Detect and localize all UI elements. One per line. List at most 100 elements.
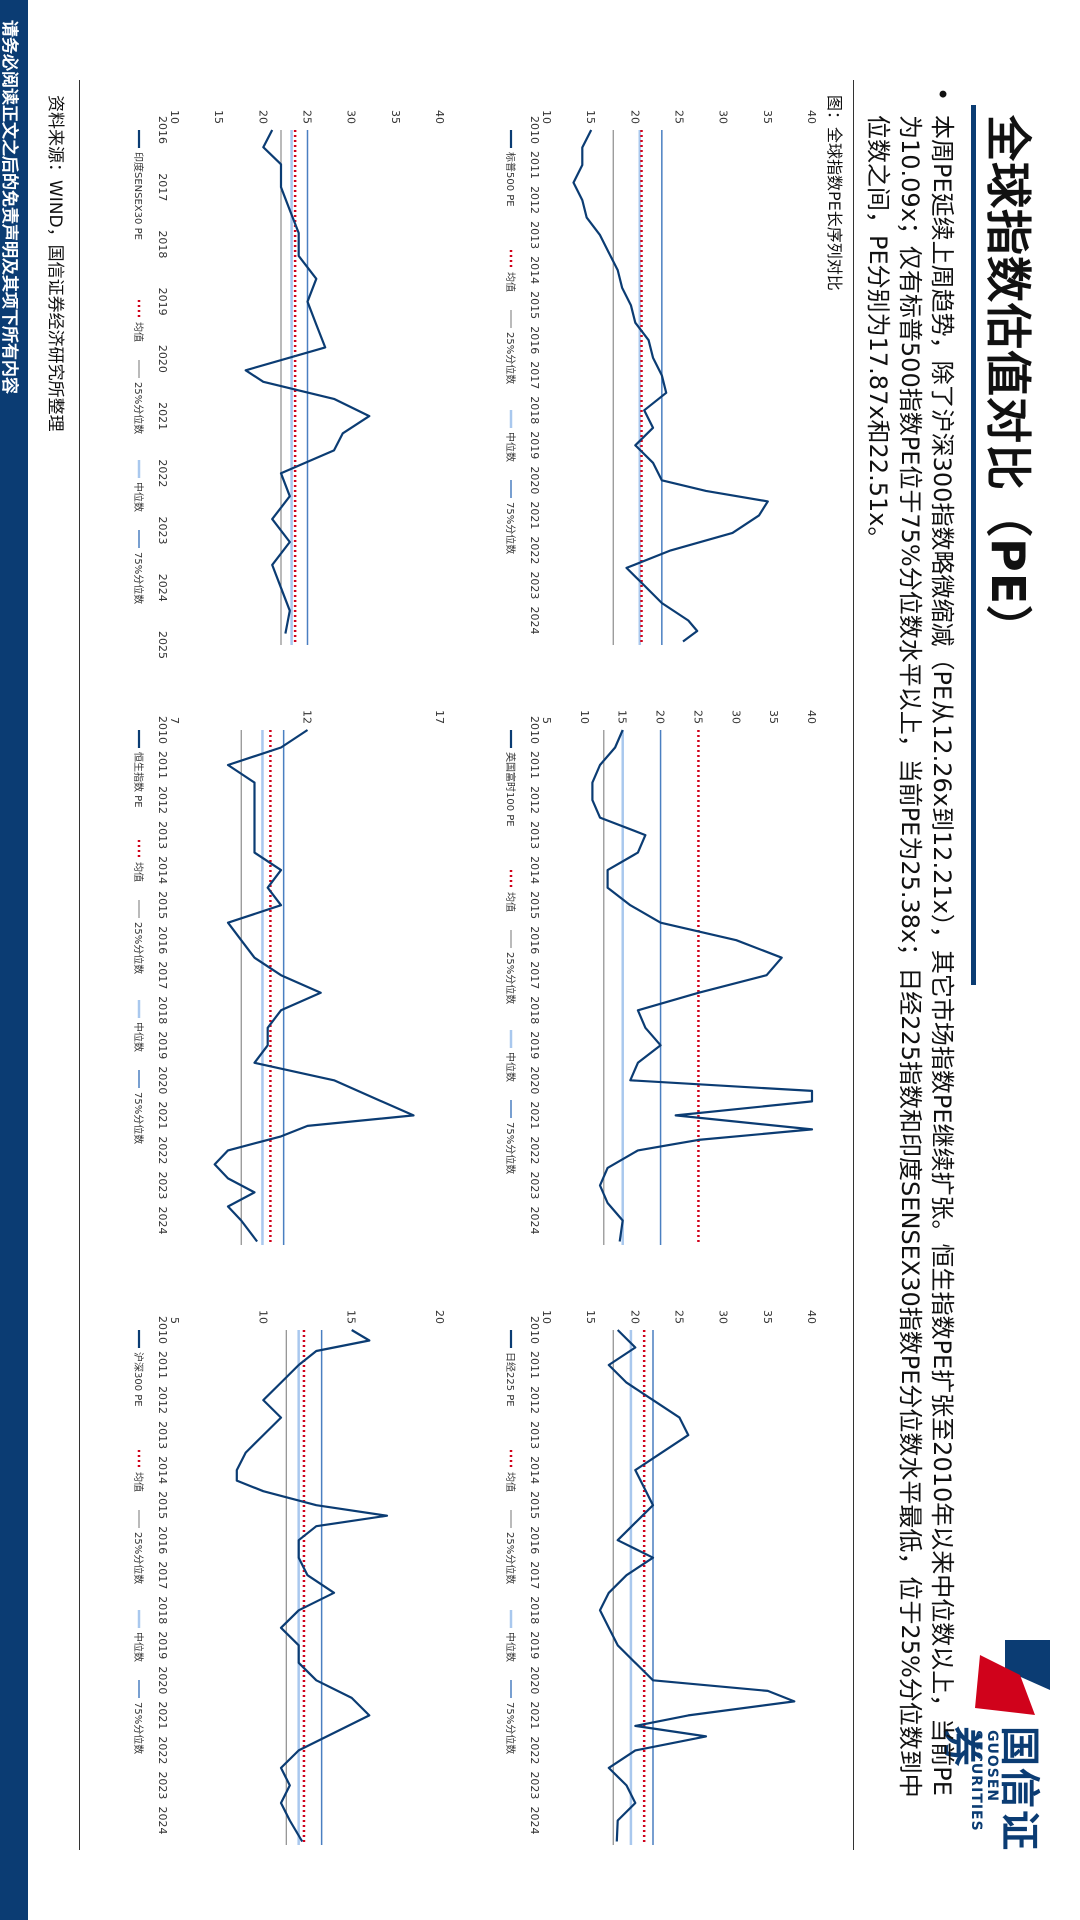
y-tick-label: 15 bbox=[345, 1310, 358, 1324]
legend-label: 恒生指数 PE bbox=[132, 752, 145, 808]
chart-svg: 5 10 15 20 25 30 35 40 2010 2011 2012 2013 2014 2015 2… bbox=[504, 710, 818, 1245]
x-tick-label: 2021 bbox=[528, 501, 541, 529]
x-tick-label: 2020 bbox=[156, 1666, 169, 1694]
x-tick-label: 2010 bbox=[156, 716, 169, 744]
x-tick-label: 2018 bbox=[156, 996, 169, 1024]
x-tick-label: 2025 bbox=[156, 631, 169, 659]
x-tick-label: 2013 bbox=[156, 1421, 169, 1449]
y-tick-label: 15 bbox=[212, 110, 225, 124]
legend-label: 25%分位数 bbox=[504, 332, 517, 384]
summary-text: 本周PE延续上周趋势，除了沪深300指数略微缩减（PE从12.26x到12.21… bbox=[864, 115, 956, 1798]
x-tick-label: 2018 bbox=[156, 230, 169, 258]
series-line bbox=[591, 729, 814, 1242]
summary-bullet: • 本周PE延续上周趋势，除了沪深300指数略微缩减（PE从12.26x到12.… bbox=[862, 87, 958, 1815]
x-tick-label: 2013 bbox=[528, 821, 541, 849]
y-tick-label: 20 bbox=[628, 1310, 641, 1324]
x-tick-label: 2017 bbox=[528, 1561, 541, 1589]
series-line bbox=[572, 129, 769, 643]
logo-english: GUOSEN SECURITIES bbox=[968, 1730, 1000, 1832]
page-title: 全球指数估值对比（PE） bbox=[981, 115, 1035, 653]
chart-csi300: 5 10 15 20 2010 2011 2012 2013 2014 2015 2016 2017 2… bbox=[90, 1290, 450, 1860]
x-tick-label: 2012 bbox=[528, 186, 541, 214]
x-tick-label: 2014 bbox=[528, 256, 541, 284]
x-tick-label: 2022 bbox=[156, 459, 169, 487]
x-tick-label: 2011 bbox=[156, 1351, 169, 1379]
x-tick-label: 2018 bbox=[528, 1596, 541, 1624]
x-tick-label: 2024 bbox=[156, 1806, 169, 1834]
x-tick-label: 2019 bbox=[528, 1031, 541, 1059]
series-line bbox=[244, 129, 371, 634]
x-tick-label: 2019 bbox=[156, 1631, 169, 1659]
x-tick-label: 2018 bbox=[528, 996, 541, 1024]
y-tick-label: 40 bbox=[805, 1310, 818, 1324]
legend-label: 中位数 bbox=[132, 1022, 145, 1052]
legend-label: 均值 bbox=[504, 892, 517, 912]
legend-label: 75%分位数 bbox=[504, 502, 517, 554]
y-tick-label: 25 bbox=[301, 110, 314, 124]
x-tick-label: 2011 bbox=[156, 751, 169, 779]
x-tick-label: 2016 bbox=[156, 116, 169, 144]
x-tick-label: 2017 bbox=[156, 961, 169, 989]
y-tick-label: 20 bbox=[628, 110, 641, 124]
x-tick-label: 2010 bbox=[528, 1316, 541, 1344]
legend-label: 25%分位数 bbox=[504, 952, 517, 1004]
x-tick-label: 2016 bbox=[156, 1526, 169, 1554]
y-tick-label: 25 bbox=[673, 1310, 686, 1324]
legend-label: 75%分位数 bbox=[132, 1092, 145, 1144]
legend-label: 印度SENSEX30 PE bbox=[132, 152, 145, 240]
y-tick-label: 40 bbox=[805, 710, 818, 724]
y-tick-label: 10 bbox=[578, 710, 591, 724]
y-tick-label: 30 bbox=[717, 1310, 730, 1324]
x-tick-label: 2016 bbox=[156, 926, 169, 954]
x-tick-label: 2014 bbox=[528, 1456, 541, 1484]
x-tick-label: 2012 bbox=[528, 786, 541, 814]
x-tick-label: 2010 bbox=[528, 116, 541, 144]
legend-label: 25%分位数 bbox=[132, 1532, 145, 1584]
x-tick-label: 2012 bbox=[528, 1386, 541, 1414]
legend-label: 中位数 bbox=[132, 1632, 145, 1662]
chart-hangseng: 7 12 17 2010 2011 2012 2013 2014 2015 2016 2017 201… bbox=[90, 690, 450, 1260]
legend-label: 沪深300 PE bbox=[132, 1352, 145, 1407]
legend-label: 中位数 bbox=[132, 482, 145, 512]
y-tick-label: 35 bbox=[389, 110, 402, 124]
x-tick-label: 2012 bbox=[156, 1386, 169, 1414]
x-tick-label: 2016 bbox=[528, 1526, 541, 1554]
title-underline bbox=[971, 105, 976, 985]
x-tick-label: 2021 bbox=[156, 1701, 169, 1729]
legend-label: 75%分位数 bbox=[504, 1122, 517, 1174]
x-tick-label: 2015 bbox=[156, 891, 169, 919]
source-note: 资料来源：WIND，国信证券经济研究所整理 bbox=[45, 95, 65, 432]
x-tick-label: 2010 bbox=[528, 716, 541, 744]
x-tick-label: 2023 bbox=[528, 571, 541, 599]
x-tick-label: 2020 bbox=[528, 1666, 541, 1694]
disclaimer-text: 请务必阅读正文之后的免责声明及其项下所有内容 bbox=[0, 20, 19, 394]
x-tick-label: 2024 bbox=[156, 1206, 169, 1234]
figure-top-rule bbox=[853, 80, 854, 1850]
legend-label: 75%分位数 bbox=[132, 1702, 145, 1754]
x-tick-label: 2013 bbox=[156, 821, 169, 849]
legend-label: 英国富时100 PE bbox=[504, 752, 517, 827]
x-tick-label: 2023 bbox=[528, 1771, 541, 1799]
x-tick-label: 2016 bbox=[528, 926, 541, 954]
x-tick-label: 2019 bbox=[528, 431, 541, 459]
chart-svg: 10 15 20 25 30 35 4020162017201820192020202120… bbox=[132, 110, 446, 659]
x-tick-label: 2015 bbox=[528, 291, 541, 319]
y-tick-label: 40 bbox=[805, 110, 818, 124]
legend-label: 75%分位数 bbox=[504, 1702, 517, 1754]
x-tick-label: 2020 bbox=[528, 466, 541, 494]
y-tick-label: 15 bbox=[616, 710, 629, 724]
x-tick-label: 2014 bbox=[528, 856, 541, 884]
y-tick-label: 20 bbox=[654, 710, 667, 724]
chart-nikkei225: 10 15 20 25 30 35 40 2010 2011 2012 2013 2014 2015 20… bbox=[462, 1290, 822, 1860]
legend-label: 标普500 PE bbox=[504, 152, 517, 207]
footer-bar: 请务必阅读正文之后的免责声明及其项下所有内容 bbox=[0, 0, 28, 1920]
y-tick-label: 10 bbox=[540, 110, 553, 124]
series-line bbox=[213, 729, 415, 1243]
x-tick-label: 2023 bbox=[156, 1771, 169, 1799]
x-tick-label: 2018 bbox=[528, 396, 541, 424]
series-line bbox=[598, 1329, 796, 1842]
y-tick-label: 35 bbox=[767, 710, 780, 724]
y-tick-label: 17 bbox=[433, 710, 446, 724]
y-tick-label: 15 bbox=[584, 1310, 597, 1324]
